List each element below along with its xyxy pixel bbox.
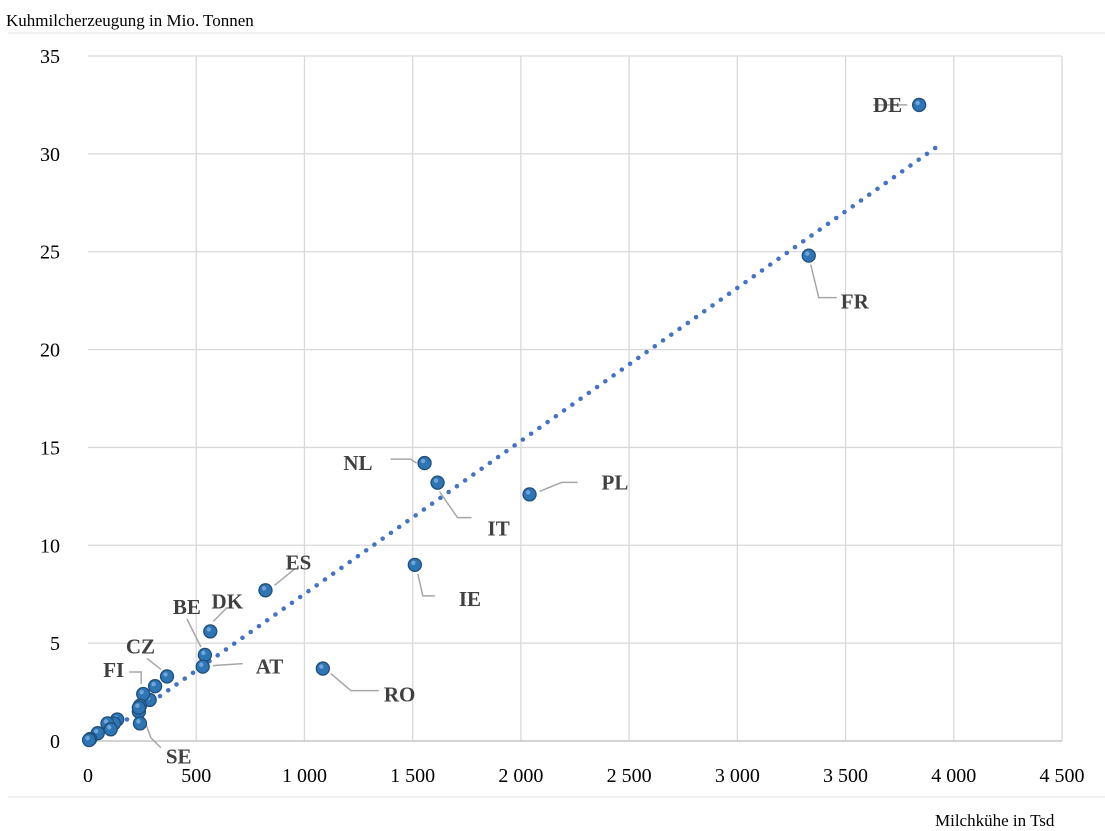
data-label: SE [166,745,192,769]
data-point [103,722,118,737]
data-point-highlight [135,703,140,708]
x-tick-label: 1 000 [282,765,327,787]
data-point-highlight [201,650,206,656]
data-point [430,475,445,490]
label-leader-line [417,573,435,597]
data-label: CZ [126,634,155,658]
label-leader-line [330,673,379,692]
data-point-highlight [319,664,324,669]
data-point-highlight [915,100,920,106]
data-label: PL [602,470,629,494]
label-leader-line [539,481,578,493]
y-tick-label: 10 [40,535,60,557]
data-point [195,659,210,674]
y-tick-label: 15 [40,437,60,459]
data-label: DE [873,93,902,117]
data-point-highlight [163,672,168,677]
label-leader-line [810,264,837,299]
data-point-highlight [261,586,267,591]
x-tick-label: 0 [83,765,93,787]
y-tick-label: 0 [50,731,60,753]
data-point [315,661,330,676]
data-point-highlight [199,662,204,667]
data-points [81,97,927,748]
data-point [203,624,218,639]
data-label: DK [212,589,244,613]
data-point-highlight [411,560,416,566]
data-point-highlight [136,719,141,724]
y-tick-label: 25 [40,242,60,264]
label-leader-line [438,491,472,519]
data-point [81,732,97,748]
data-label: BE [173,595,201,619]
data-point-highlight [107,725,112,730]
x-tick-label: 1 500 [390,765,435,787]
data-label: AT [256,655,284,679]
x-tick-labels: 0 500 1 000 1 500 2 000 2 500 3 000 3 500 4 000 4… [83,765,1085,787]
data-point-highlight [103,719,109,724]
data-label: IE [459,587,481,611]
x-tick-label: 2 000 [498,765,543,787]
x-tick-label: 500 [181,765,211,787]
label-leader-line [390,458,417,464]
data-label: FR [841,290,870,314]
data-point [147,679,163,694]
x-tick-label: 2 500 [607,765,652,787]
y-tick-label: 30 [40,144,60,166]
data-point [801,248,816,263]
label-leader-line [146,657,162,671]
trendline-group [124,141,944,722]
y-tick-label: 20 [40,340,60,362]
y-tick-labels: 0 5 10 15 20 25 30 35 [40,46,60,753]
data-point-highlight [85,735,90,741]
y-axis-title: Kuhmilcherzeugung in Mio. Tonnen [6,11,254,30]
data-point [159,669,175,684]
x-tick-label: 3 500 [823,765,868,787]
data-point-highlight [94,728,99,734]
data-point [258,583,273,598]
label-leader-line [129,671,142,685]
label-leader-lines [129,104,908,749]
x-axis-title: Milchkühe in Tsd [935,811,1055,830]
data-point [136,686,151,702]
label-leader-line [212,662,243,667]
trendline [124,141,944,722]
data-point [911,97,927,113]
y-tick-label: 35 [40,46,60,68]
data-label: FI [103,658,124,682]
label-leader-line [274,567,296,586]
y-tick-label: 5 [50,633,60,655]
data-point [522,487,537,502]
x-tick-label: 4 000 [931,765,976,787]
data-point-highlight [805,251,810,256]
data-point [197,647,213,663]
data-label: IT [488,517,510,541]
data-point-highlight [433,478,439,483]
data-point [417,455,432,471]
data-point-highlight [151,682,156,687]
data-point-highlight [206,627,211,632]
data-point [131,700,147,715]
gridlines [88,55,1063,742]
data-point-highlight [420,458,426,464]
data-point [132,716,148,731]
data-label: ES [286,550,312,574]
x-tick-label: 3 000 [715,765,760,787]
data-label: NL [343,451,372,475]
label-leader-line [212,606,228,622]
x-tick-label: 4 500 [1040,765,1085,787]
data-point-highlight [525,490,531,495]
label-leader-line [186,618,202,648]
data-label: RO [384,683,416,707]
data-point [407,557,422,573]
data-point-highlight [139,689,144,695]
